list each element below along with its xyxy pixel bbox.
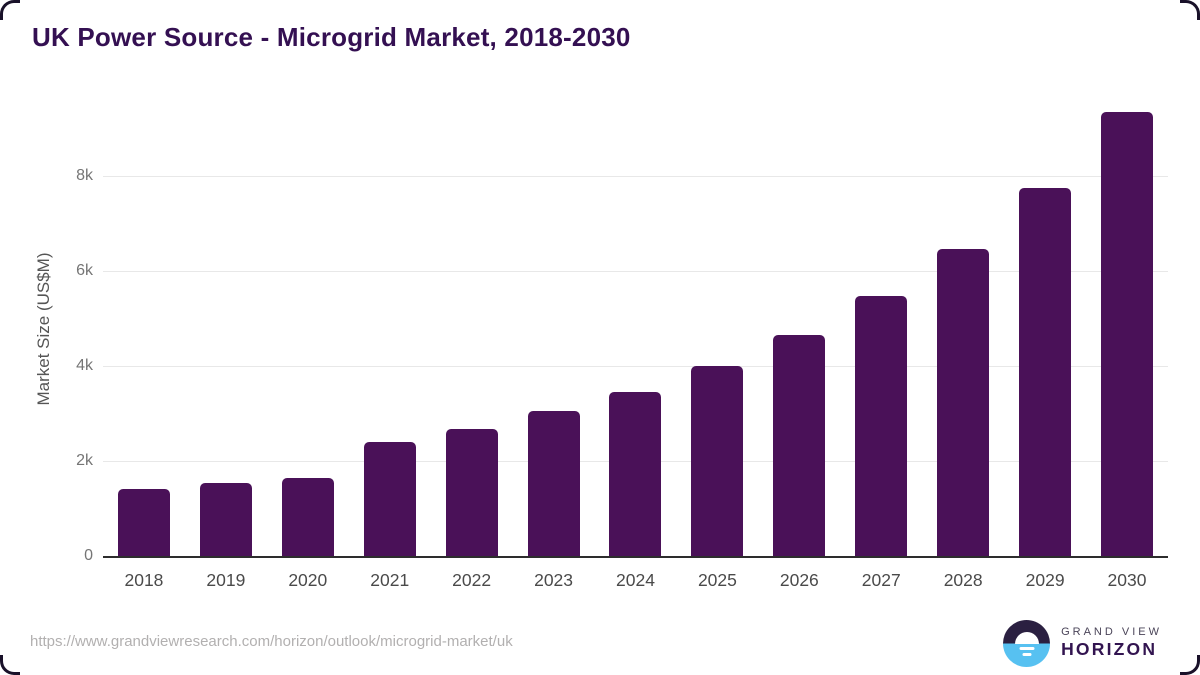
bar-2027 <box>855 296 908 556</box>
gridline-rule <box>103 366 1168 367</box>
x-tick-label-2025: 2025 <box>697 570 737 590</box>
x-tick-label-2028: 2028 <box>943 570 983 590</box>
y-tick-label: 6k <box>76 262 93 279</box>
bars-layer <box>103 100 1168 556</box>
card-corner-decoration <box>1180 655 1200 675</box>
brand-text: GRAND VIEW HORIZON <box>1061 626 1162 662</box>
source-url: https://www.grandviewresearch.com/horizo… <box>30 633 513 650</box>
bar-2020 <box>281 477 334 556</box>
bar-slot-2024 <box>595 100 677 556</box>
y-tick-label: 0 <box>84 547 93 564</box>
card-corner-decoration <box>1180 0 1200 20</box>
gridline-rule <box>103 176 1168 177</box>
bar-2018 <box>117 489 170 556</box>
sun-icon <box>1014 631 1039 644</box>
bar-2021 <box>363 442 416 556</box>
x-tick-label-2030: 2030 <box>1107 570 1147 590</box>
bar-slot-2028 <box>922 100 1004 556</box>
y-tick-label: 2k <box>76 452 93 469</box>
bar-slot-2027 <box>840 100 922 556</box>
bar-2023 <box>527 411 580 556</box>
card-corner-decoration <box>0 655 20 675</box>
x-tick-label-2029: 2029 <box>1025 570 1065 590</box>
bar-2026 <box>773 335 826 556</box>
bar-slot-2025 <box>676 100 758 556</box>
x-tick-label-2024: 2024 <box>616 570 655 590</box>
x-tick-label-2022: 2022 <box>452 570 492 590</box>
bar-slot-2022 <box>431 100 513 556</box>
bar-slot-2021 <box>349 100 431 556</box>
x-tick-label-2021: 2021 <box>370 570 410 590</box>
x-tick-label-2027: 2027 <box>861 570 901 590</box>
plot-area: 0 2k 4k 6k 8k <box>76 100 1168 564</box>
brand-logo: GRAND VIEW HORIZON <box>1003 620 1162 667</box>
bar-slot-2019 <box>185 100 267 556</box>
x-axis-labels: 2018 2019 2020 2021 2022 2023 2024 2025 2026 2027… <box>103 570 1168 591</box>
x-tick-label-2019: 2019 <box>206 570 246 590</box>
bar-slot-2029 <box>1004 100 1086 556</box>
bar-2022 <box>445 428 498 556</box>
x-tick-label-2026: 2026 <box>779 570 819 590</box>
bar-2029 <box>1019 188 1072 556</box>
bar-slot-2018 <box>103 100 185 556</box>
y-tick-label: 4k <box>76 357 93 374</box>
bar-slot-2030 <box>1086 100 1168 556</box>
bar-2028 <box>937 249 990 556</box>
x-tick-label-2023: 2023 <box>534 570 574 590</box>
x-tick-label-2018: 2018 <box>124 570 164 590</box>
x-tick-label-2020: 2020 <box>288 570 328 590</box>
y-axis-title: Market Size (US$M) <box>34 252 53 406</box>
horizon-sun-logo-icon <box>1003 620 1051 667</box>
bar-slot-2023 <box>513 100 595 556</box>
brand-name-top: GRAND VIEW <box>1061 625 1162 638</box>
sun-ray-decoration <box>1022 653 1032 656</box>
y-tick-label: 8k <box>76 167 93 184</box>
bar-2025 <box>691 365 744 556</box>
chart-title: UK Power Source - Microgrid Market, 2018… <box>32 22 631 52</box>
bar-2024 <box>609 392 662 556</box>
bar-2019 <box>199 482 252 556</box>
bar-slot-2020 <box>267 100 349 556</box>
brand-name-bottom: HORIZON <box>1061 639 1158 660</box>
bar-slot-2026 <box>758 100 840 556</box>
card-corner-decoration <box>0 0 20 20</box>
bar-2030 <box>1101 112 1154 556</box>
sun-ray-decoration <box>1019 647 1035 650</box>
gridline-rule <box>103 271 1168 272</box>
